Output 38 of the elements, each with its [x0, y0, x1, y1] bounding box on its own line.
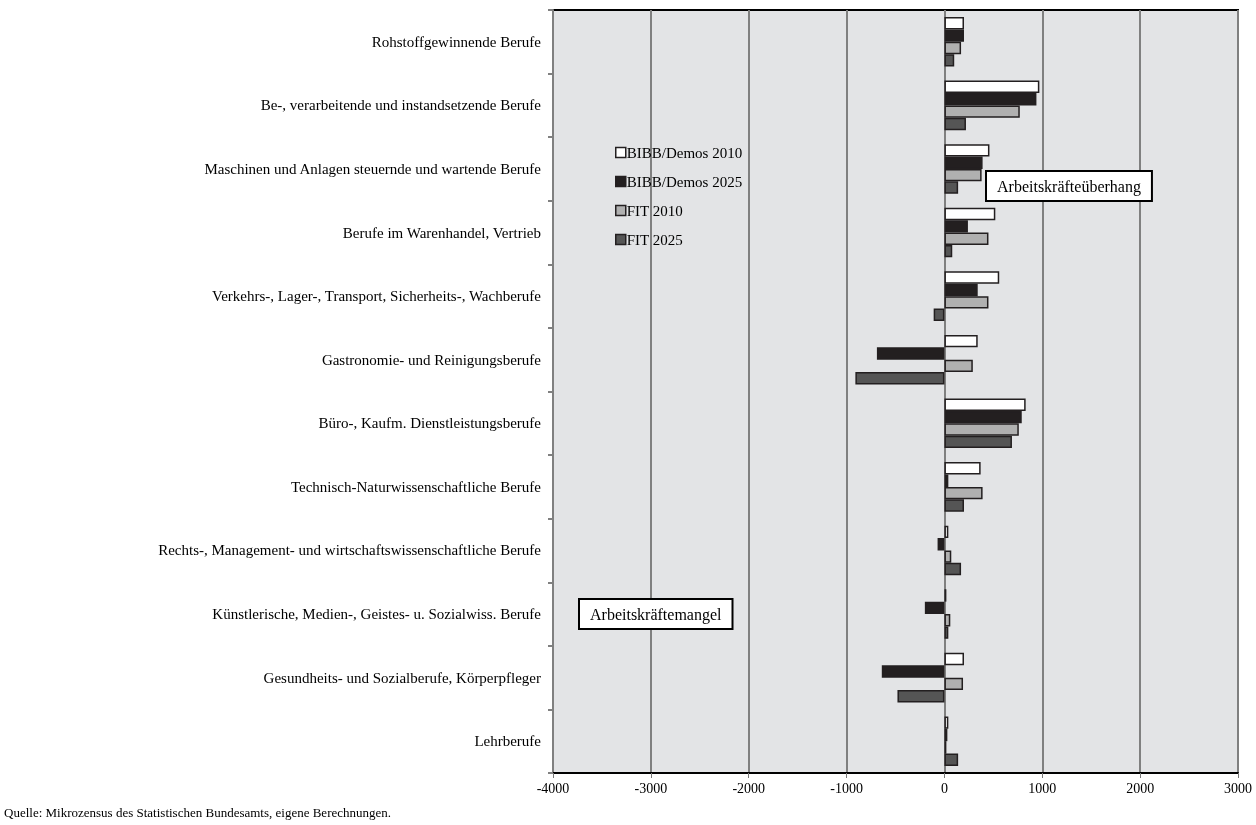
bar — [944, 359, 973, 373]
bar — [933, 308, 945, 321]
legend-label: BIBB/Demos 2010 — [626, 144, 743, 161]
legend-label: FIT 2025 — [626, 231, 683, 248]
x-tick-label: -2000 — [732, 780, 766, 796]
y-tick-label: Büro-, Kaufm. Dienstleistungsberufe — [318, 415, 542, 432]
x-tick-label: 2000 — [1126, 780, 1155, 796]
bar — [897, 690, 945, 703]
bar — [855, 372, 945, 385]
annotation: Arbeitskräfteüberhang — [997, 177, 1141, 196]
x-tick-label: 3000 — [1224, 780, 1252, 796]
y-tick-label: Be-, verarbeitende und instandsetzende Berufe — [260, 97, 542, 114]
bar — [944, 677, 964, 691]
x-tick-label: 1000 — [1028, 780, 1057, 796]
x-tick-label: -1000 — [830, 780, 863, 796]
bar — [944, 525, 949, 539]
legend-label: BIBB/Demos 2025 — [626, 173, 743, 190]
y-tick-label: Künstlerische, Medien-, Geistes- u. Sozialwiss. Berufe — [212, 606, 542, 623]
y-tick-label: Lehrberufe — [474, 733, 542, 750]
bar — [944, 334, 978, 348]
y-tick-label: Gesundheits- und Sozialberufe, Körperpfleger — [263, 669, 541, 686]
x-tick-label: -3000 — [634, 780, 668, 796]
bar — [924, 601, 945, 615]
y-tick-label: Technisch-Naturwissenschaftliche Berufe — [290, 478, 542, 495]
legend-label: FIT 2010 — [626, 202, 683, 219]
annotation: Arbeitskräftemangel — [590, 605, 723, 624]
y-tick-label: Berufe im Warenhandel, Vertrieb — [342, 224, 541, 241]
source-note: Quelle: Mikrozensus des Statistischen Bundesamts, eigene Berechnungen. — [4, 805, 392, 820]
y-tick-label: Gastronomie- und Reinigungsberufe — [321, 351, 542, 368]
x-tick-label: 0 — [940, 780, 948, 796]
bar — [944, 652, 964, 666]
bar — [876, 347, 945, 360]
x-tick-label: -4000 — [536, 780, 570, 796]
y-tick-label: Maschinen und Anlagen steuernde und wartende Berufe — [204, 160, 542, 177]
y-tick-label: Rechts-, Management- und wirtschaftswissenschaftliche Berufe — [158, 542, 542, 559]
y-tick-label: Rohstoffgewinnende Berufe — [371, 33, 542, 50]
bar — [881, 665, 945, 678]
y-tick-label: Verkehrs-, Lager-, Transport, Sicherheits-, Wachberufe — [212, 288, 542, 305]
